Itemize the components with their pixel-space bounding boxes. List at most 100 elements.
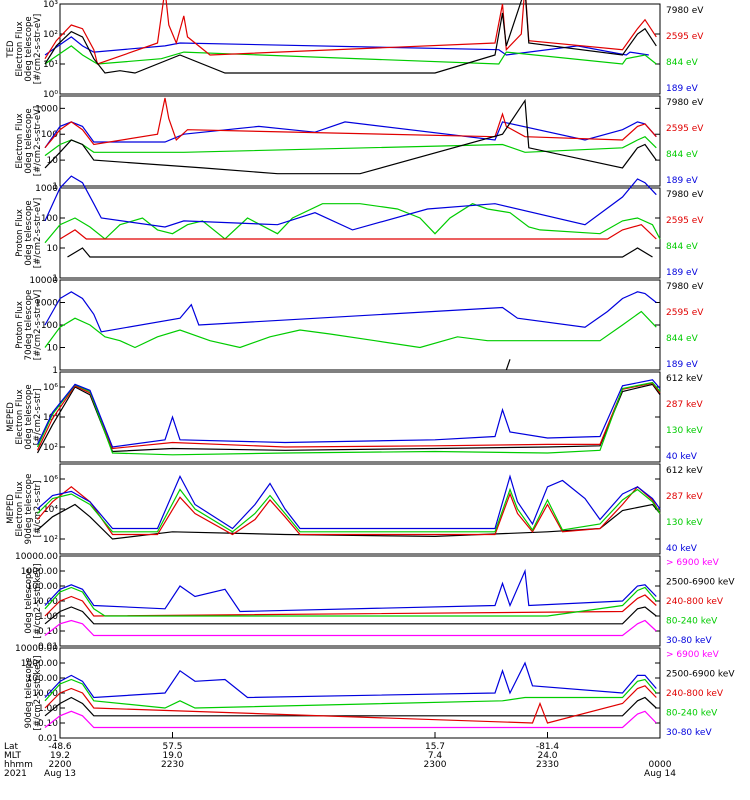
y-tick-label: 10⁰ xyxy=(43,90,58,100)
legend-entry: 287 keV xyxy=(666,400,703,410)
y-tick-label: 1 xyxy=(52,274,58,284)
series-line xyxy=(59,224,657,240)
legend-entry: 612 keV xyxy=(666,374,703,384)
y-axis-label: Proton Flux 70deg telescope [#/cm2-s-str-e… xyxy=(15,290,43,361)
legend-entry: 2595 eV xyxy=(666,308,704,318)
series-line xyxy=(37,487,661,533)
series-line xyxy=(44,678,657,709)
x-tick-date: Aug 13 xyxy=(44,769,76,779)
series-line xyxy=(44,121,657,149)
x-row-label: 2021 xyxy=(4,769,27,779)
series-line xyxy=(44,606,657,625)
series-line xyxy=(44,291,657,333)
y-tick-label: 0.10 xyxy=(38,627,58,637)
y-label-line: TED xyxy=(6,40,16,59)
legend-entry: 7980 eV xyxy=(666,282,704,292)
x-tick-lat: -48.6 xyxy=(48,742,72,752)
y-label-line: [#/cm2-s-str] xyxy=(33,389,43,446)
y-tick-label: 10.00 xyxy=(32,689,58,699)
y-axis-label: 0deg telescope [#/cm2-s-str-keV] xyxy=(24,564,43,639)
x-tick-lat: -81.4 xyxy=(536,742,560,752)
panel-3: 1 10 100 1000 Proton Flux 0deg telescope [#/cm… xyxy=(15,175,704,284)
y-label-line: [#/cm2-s-str-keV] xyxy=(33,656,43,731)
plot-frame xyxy=(59,555,661,647)
series-line xyxy=(67,247,653,258)
legend-entry: 30-80 keV xyxy=(666,728,712,738)
y-axis-label: MEPED Electron Flux 0deg telescope [#/cm2-s… xyxy=(6,384,43,449)
series-line xyxy=(36,379,661,448)
y-tick-label: 10³ xyxy=(43,0,58,10)
y-label-line: 0deg telescope xyxy=(24,108,34,173)
legend-entry: 40 keV xyxy=(666,452,698,462)
y-tick-label: 1000.00 xyxy=(21,567,58,577)
x-tick-hhmm: 0000 xyxy=(649,760,672,770)
series-line xyxy=(36,382,661,451)
legend-entry: 2500-6900 keV xyxy=(666,670,735,680)
series-line xyxy=(44,594,657,617)
y-label-line: Electron Flux xyxy=(15,113,25,168)
y-label-line: [#/cm2-s-str-eV] xyxy=(33,14,43,84)
legend-entry: 287 keV xyxy=(666,492,703,502)
y-tick-label: 0.10 xyxy=(38,719,58,729)
y-label-line: MEPED xyxy=(6,402,16,432)
legend-entry: 844 eV xyxy=(666,58,699,68)
y-tick-label: 1000 xyxy=(35,104,58,114)
y-tick-label: 0.01 xyxy=(38,734,58,744)
y-tick-label: 100 xyxy=(41,214,58,224)
y-tick-label: 100.00 xyxy=(27,582,59,592)
x-tick-hhmm: 2330 xyxy=(536,760,559,770)
y-label-line: Proton Flux xyxy=(15,209,25,257)
y-tick-label: 10.00 xyxy=(32,597,58,607)
series-line xyxy=(36,383,661,454)
legend-entry: 80-240 keV xyxy=(666,709,718,719)
y-tick-label: 1000.00 xyxy=(21,659,58,669)
legend-entry: 612 keV xyxy=(666,466,703,476)
y-tick-label: 1 xyxy=(52,366,58,376)
plot-frame xyxy=(59,3,661,95)
y-tick-label: 10⁴ xyxy=(43,505,58,515)
series-line xyxy=(44,568,657,613)
x-tick-mlt: 19.0 xyxy=(162,751,182,761)
y-label-line: MEPED xyxy=(6,494,16,524)
legend-entry: 240-800 keV xyxy=(666,689,724,699)
legend-entry: 2595 eV xyxy=(666,124,704,134)
y-tick-label: 1000 xyxy=(35,299,58,309)
plot-frame xyxy=(59,647,661,739)
y-tick-label: 10000 xyxy=(29,276,58,286)
series-line xyxy=(44,696,657,717)
y-tick-label: 10 xyxy=(47,244,59,254)
y-axis-label: MEPED Electron Flux 90deg telescope [#/cm2-… xyxy=(6,474,43,545)
panel-7: 0.01 0.10 1.00 10.00 100.00 1000.00 10000.00 0d… xyxy=(15,552,735,652)
y-tick-label: 10 xyxy=(47,156,59,166)
y-tick-label: 10000.00 xyxy=(15,552,58,562)
y-label-line: 0deg telescope xyxy=(24,568,34,633)
legend-entry: 130 keV xyxy=(666,426,703,436)
y-label-line: [#/cm2-s-str-eV] xyxy=(33,198,43,268)
x-row-label: Lat xyxy=(4,742,19,752)
y-tick-label: 100.00 xyxy=(27,674,59,684)
y-tick-label: 10² xyxy=(43,443,58,453)
legend-entry: 7980 eV xyxy=(666,190,704,200)
panel-4: 1 10 100 1000 10000 Proton Flux 70deg telescop… xyxy=(15,276,704,376)
y-tick-label: 10 xyxy=(47,344,59,354)
y-tick-label: 0.01 xyxy=(38,642,58,652)
y-tick-label: 100 xyxy=(41,130,58,140)
x-tick-hhmm: 2230 xyxy=(161,760,184,770)
y-axis-label: TED Electron Flux 0deg telescope [#/cm2-s-s… xyxy=(6,14,43,84)
y-label-line: Electron Flux xyxy=(15,21,25,76)
y-axis-label: Electron Flux 0deg telescope [#/cm2-s-str-… xyxy=(15,106,43,176)
x-tick-mlt: 7.4 xyxy=(428,751,443,761)
series-line xyxy=(44,310,657,349)
y-tick-label: 10000.00 xyxy=(15,644,58,654)
legend-entry: 2595 eV xyxy=(666,216,704,226)
plot-frame xyxy=(59,187,661,279)
x-tick-lat: 15.7 xyxy=(425,742,445,752)
x-tick-lat: 57.5 xyxy=(162,742,182,752)
y-label-line: 90deg telescope xyxy=(24,474,34,545)
series-line xyxy=(44,36,649,56)
y-axis-label: 90deg telescope [#/cm2-s-str-keV] xyxy=(24,656,43,731)
